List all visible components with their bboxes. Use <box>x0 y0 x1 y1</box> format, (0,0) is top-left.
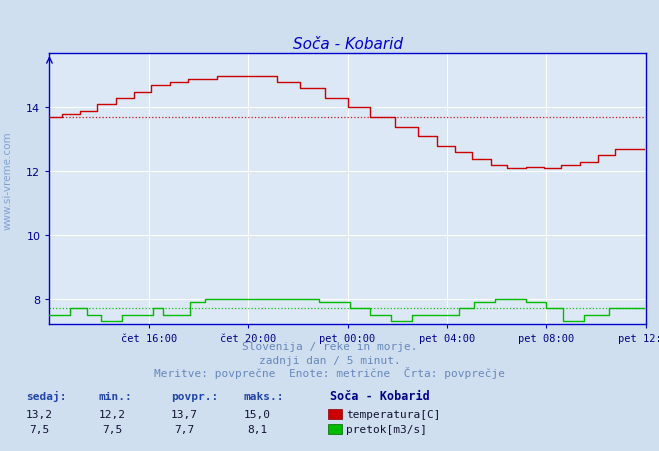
Text: pretok[m3/s]: pretok[m3/s] <box>346 424 427 434</box>
Text: maks.:: maks.: <box>244 391 284 401</box>
Text: 12,2: 12,2 <box>99 409 125 419</box>
Text: zadnji dan / 5 minut.: zadnji dan / 5 minut. <box>258 355 401 365</box>
Text: Meritve: povprečne  Enote: metrične  Črta: povprečje: Meritve: povprečne Enote: metrične Črta:… <box>154 367 505 378</box>
Text: www.si-vreme.com: www.si-vreme.com <box>3 131 13 230</box>
Text: 7,5: 7,5 <box>102 424 122 434</box>
Text: 13,2: 13,2 <box>26 409 53 419</box>
Text: 15,0: 15,0 <box>244 409 270 419</box>
Text: 7,7: 7,7 <box>175 424 194 434</box>
Text: povpr.:: povpr.: <box>171 391 219 401</box>
Title: Soča - Kobarid: Soča - Kobarid <box>293 37 403 51</box>
Text: Slovenija / reke in morje.: Slovenija / reke in morje. <box>242 341 417 351</box>
Text: Soča - Kobarid: Soča - Kobarid <box>330 389 429 402</box>
Text: temperatura[C]: temperatura[C] <box>346 410 440 419</box>
Text: 7,5: 7,5 <box>30 424 49 434</box>
Text: sedaj:: sedaj: <box>26 390 67 401</box>
Text: min.:: min.: <box>99 391 132 401</box>
Text: 13,7: 13,7 <box>171 409 198 419</box>
Text: 8,1: 8,1 <box>247 424 267 434</box>
